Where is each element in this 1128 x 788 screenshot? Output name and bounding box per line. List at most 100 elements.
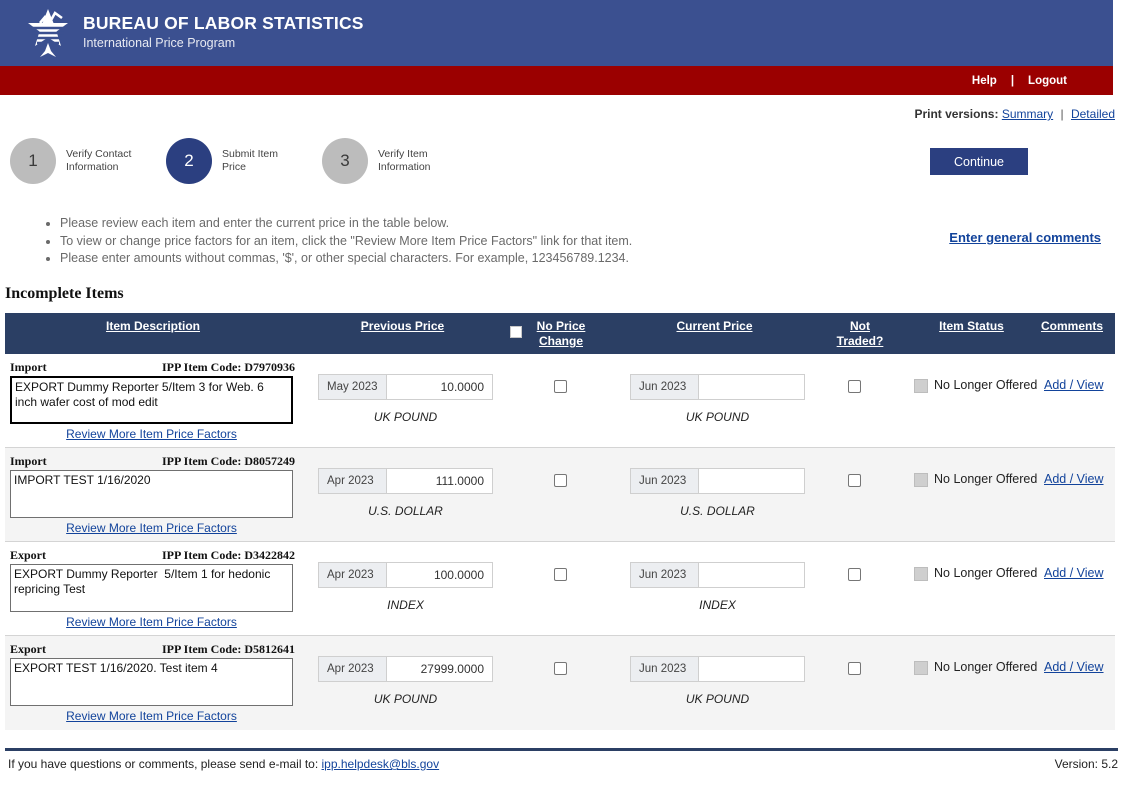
item-description-input[interactable] [10, 470, 293, 518]
previous-price-value: 100.0000 [387, 563, 492, 587]
current-price-input[interactable] [699, 375, 804, 399]
current-price-group: Jun 2023 [630, 374, 805, 400]
column-header-no-price-change[interactable]: No Price Change [528, 313, 594, 349]
step-3-number: 3 [322, 138, 368, 184]
instruction-item: To view or change price factors for an i… [60, 233, 632, 251]
enter-general-comments-link[interactable]: Enter general comments [949, 230, 1101, 245]
site-subtitle: International Price Program [83, 36, 236, 50]
item-header: Import IPP Item Code: D7970936 [10, 360, 295, 375]
current-price-unit: U.S. DOLLAR [680, 504, 755, 518]
item-status-indicator [914, 473, 928, 487]
current-price-input[interactable] [699, 563, 804, 587]
not-traded-checkbox[interactable] [848, 474, 861, 487]
footer-contact-text: If you have questions or comments, pleas… [8, 757, 319, 771]
instruction-item: Please enter amounts without commas, '$'… [60, 250, 632, 268]
review-more-item-price-factors-link[interactable]: Review More Item Price Factors [66, 615, 237, 629]
column-header-item-status[interactable]: Item Status [939, 319, 1004, 333]
site-masthead: BUREAU OF LABOR STATISTICS International… [0, 0, 1113, 66]
item-status-text: No Longer Offered [934, 660, 1038, 674]
instructions-list: Please review each item and enter the cu… [42, 215, 632, 268]
table-row: Import IPP Item Code: D8057249 Review Mo… [5, 448, 1115, 542]
current-price-input[interactable] [699, 469, 804, 493]
previous-price-value: 10.0000 [387, 375, 492, 399]
step-2-submit-item-price[interactable]: 2 Submit Item Price [166, 138, 298, 184]
nav-separator: | [1010, 74, 1015, 87]
step-1-label: Verify Contact Information [66, 148, 132, 173]
previous-price-unit: U.S. DOLLAR [368, 504, 443, 518]
previous-price-date: Apr 2023 [319, 469, 387, 493]
item-status-indicator [914, 567, 928, 581]
item-description-input[interactable] [10, 376, 293, 424]
previous-price-unit: INDEX [387, 598, 424, 612]
step-2-label: Submit Item Price [222, 148, 279, 173]
helpdesk-email-link[interactable]: ipp.helpdesk@bls.gov [321, 757, 440, 771]
previous-price-group: May 2023 10.0000 [318, 374, 493, 400]
comments-add-view-link[interactable]: Add / View [1044, 472, 1104, 486]
not-traded-checkbox[interactable] [848, 568, 861, 581]
comments-add-view-link[interactable]: Add / View [1044, 566, 1104, 580]
column-header-current-price[interactable]: Current Price [676, 319, 753, 333]
brand-text: BUREAU OF LABOR STATISTICS International… [83, 13, 364, 51]
current-price-group: Jun 2023 [630, 468, 805, 494]
no-price-change-checkbox[interactable] [554, 380, 567, 393]
no-price-change-checkbox[interactable] [554, 474, 567, 487]
incomplete-items-table: Item Description Previous Price No Price… [5, 313, 1115, 730]
continue-button[interactable]: Continue [930, 148, 1028, 175]
current-price-input[interactable] [699, 657, 804, 681]
logout-link[interactable]: Logout [1028, 74, 1067, 87]
instruction-item: Please review each item and enter the cu… [60, 215, 632, 233]
not-traded-line1: Not [850, 319, 870, 333]
footer-divider [5, 748, 1118, 751]
item-code: IPP Item Code: D5812641 [162, 642, 295, 656]
print-detailed-link[interactable]: Detailed [1070, 107, 1115, 121]
item-kind: Export [10, 642, 46, 656]
item-kind: Import [10, 360, 47, 374]
step-3-label: Verify Item Information [378, 148, 431, 173]
top-nav-links: Help | Logout [958, 66, 1081, 95]
previous-price-value: 111.0000 [387, 469, 492, 493]
step-1-number: 1 [10, 138, 56, 184]
help-link[interactable]: Help [971, 74, 997, 87]
current-price-date: Jun 2023 [631, 657, 699, 681]
previous-price-unit: UK POUND [373, 410, 438, 424]
print-summary-link[interactable]: Summary [1001, 107, 1054, 121]
previous-price-value: 27999.0000 [387, 657, 492, 681]
step-indicator: 1 Verify Contact Information 2 Submit It… [10, 138, 478, 184]
step-1-verify-contact-information[interactable]: 1 Verify Contact Information [10, 138, 142, 184]
step-3-verify-item-information[interactable]: 3 Verify Item Information [322, 138, 454, 184]
comments-add-view-link[interactable]: Add / View [1044, 378, 1104, 392]
column-header-not-traded[interactable]: Not Traded? [820, 313, 900, 349]
print-separator: | [1060, 107, 1064, 121]
previous-price-unit: UK POUND [373, 692, 438, 706]
item-description-input[interactable] [10, 564, 293, 612]
no-price-change-select-all-checkbox[interactable] [510, 326, 522, 338]
comments-add-view-link[interactable]: Add / View [1044, 660, 1104, 674]
column-header-item-description[interactable]: Item Description [105, 319, 201, 333]
no-price-change-line2: Change [538, 334, 583, 348]
column-header-comments[interactable]: Comments [1040, 319, 1103, 333]
not-traded-checkbox[interactable] [848, 380, 861, 393]
step-2-number: 2 [166, 138, 212, 184]
review-more-item-price-factors-link[interactable]: Review More Item Price Factors [66, 427, 237, 441]
previous-price-date: May 2023 [319, 375, 387, 399]
no-price-change-checkbox[interactable] [554, 568, 567, 581]
current-price-date: Jun 2023 [631, 469, 699, 493]
previous-price-group: Apr 2023 100.0000 [318, 562, 493, 588]
table-row: Import IPP Item Code: D7970936 Review Mo… [5, 354, 1115, 448]
no-price-change-checkbox[interactable] [554, 662, 567, 675]
item-code: IPP Item Code: D8057249 [162, 454, 295, 468]
previous-price-date: Apr 2023 [319, 563, 387, 587]
column-header-previous-price[interactable]: Previous Price [360, 319, 445, 333]
table-row: Export IPP Item Code: D5812641 Review Mo… [5, 636, 1115, 730]
item-status-indicator [914, 379, 928, 393]
previous-price-group: Apr 2023 111.0000 [318, 468, 493, 494]
review-more-item-price-factors-link[interactable]: Review More Item Price Factors [66, 521, 237, 535]
item-code: IPP Item Code: D3422842 [162, 548, 295, 562]
review-more-item-price-factors-link[interactable]: Review More Item Price Factors [66, 709, 237, 723]
footer-contact: If you have questions or comments, pleas… [8, 757, 439, 771]
not-traded-checkbox[interactable] [848, 662, 861, 675]
item-description-input[interactable] [10, 658, 293, 706]
not-traded-line2: Traded? [836, 334, 884, 348]
item-header: Export IPP Item Code: D5812641 [10, 642, 295, 657]
footer-version: Version: 5.2 [1054, 757, 1118, 771]
